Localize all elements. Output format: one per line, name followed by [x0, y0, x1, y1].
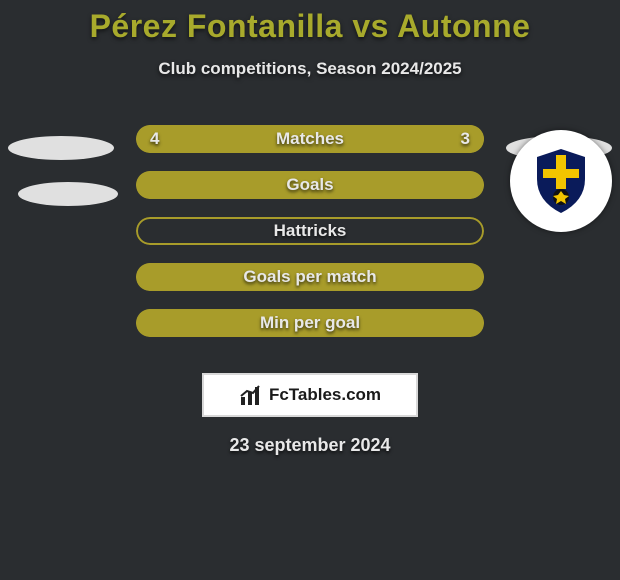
left-avatar-ellipse-2 [18, 182, 118, 206]
metric-row: Min per goal [0, 309, 620, 355]
ellipse-icon [8, 136, 114, 160]
metric-row: Goals [0, 171, 620, 217]
date-text: 23 september 2024 [0, 435, 620, 456]
chart-icon [239, 383, 263, 407]
metric-bar-gpm: Goals per match [136, 263, 484, 291]
metric-left-value: 4 [150, 129, 159, 149]
metric-row: Hattricks [0, 217, 620, 263]
metric-bar-mpg: Min per goal [136, 309, 484, 337]
metric-label: Min per goal [260, 313, 360, 333]
ellipse-icon [18, 182, 118, 206]
metric-bar-goals: Goals [136, 171, 484, 199]
brand-box: FcTables.com [202, 373, 418, 417]
brand-text: FcTables.com [269, 385, 381, 405]
metric-bar-matches: 4 Matches 3 [136, 125, 484, 153]
metric-label: Goals per match [243, 267, 376, 287]
page-title: Pérez Fontanilla vs Autonne [0, 0, 620, 45]
metrics-container: 4 Matches 3 Goals [0, 125, 620, 355]
metric-row: Goals per match [0, 263, 620, 309]
metric-label: Matches [276, 129, 344, 149]
left-avatar-ellipse-1 [8, 136, 114, 160]
subtitle: Club competitions, Season 2024/2025 [0, 59, 620, 79]
metric-right-value: 3 [461, 129, 470, 149]
metric-label: Hattricks [274, 221, 347, 241]
content-root: Pérez Fontanilla vs Autonne Club competi… [0, 0, 620, 580]
metric-bar-hattricks: Hattricks [136, 217, 484, 245]
metric-label: Goals [286, 175, 333, 195]
shield-icon [525, 145, 597, 217]
